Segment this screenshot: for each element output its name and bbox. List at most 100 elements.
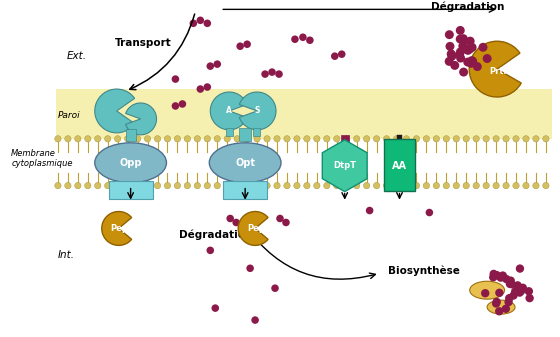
Circle shape bbox=[505, 294, 514, 302]
Circle shape bbox=[291, 35, 298, 43]
Circle shape bbox=[254, 182, 260, 189]
Circle shape bbox=[466, 37, 475, 45]
Circle shape bbox=[314, 182, 320, 189]
Circle shape bbox=[459, 34, 468, 43]
Circle shape bbox=[459, 68, 468, 76]
Circle shape bbox=[473, 135, 479, 142]
Circle shape bbox=[197, 17, 204, 24]
Circle shape bbox=[234, 135, 240, 142]
Bar bbox=[396, 135, 403, 151]
Circle shape bbox=[473, 62, 482, 71]
Text: A: A bbox=[226, 106, 232, 116]
Text: Pep: Pep bbox=[111, 224, 129, 233]
Circle shape bbox=[363, 135, 370, 142]
Circle shape bbox=[523, 135, 529, 142]
Circle shape bbox=[144, 135, 151, 142]
Circle shape bbox=[403, 182, 410, 189]
Circle shape bbox=[463, 135, 469, 142]
Circle shape bbox=[236, 42, 244, 50]
Circle shape bbox=[284, 182, 290, 189]
Circle shape bbox=[212, 304, 219, 312]
Circle shape bbox=[213, 60, 221, 68]
Circle shape bbox=[275, 70, 283, 78]
Circle shape bbox=[456, 48, 465, 56]
Circle shape bbox=[134, 135, 141, 142]
Bar bbox=[340, 135, 349, 149]
Circle shape bbox=[254, 135, 260, 142]
Circle shape bbox=[190, 20, 197, 27]
Circle shape bbox=[374, 182, 380, 189]
Circle shape bbox=[232, 219, 240, 226]
Circle shape bbox=[450, 61, 459, 70]
Circle shape bbox=[468, 56, 477, 65]
Circle shape bbox=[95, 135, 101, 142]
Circle shape bbox=[483, 54, 492, 63]
Circle shape bbox=[497, 273, 505, 282]
Text: Int.: Int. bbox=[58, 250, 75, 261]
Circle shape bbox=[384, 182, 390, 189]
Text: Paroi: Paroi bbox=[58, 112, 81, 120]
Wedge shape bbox=[95, 89, 134, 133]
Wedge shape bbox=[102, 212, 132, 245]
Circle shape bbox=[456, 26, 465, 35]
Circle shape bbox=[244, 40, 251, 48]
Circle shape bbox=[155, 135, 161, 142]
Text: Opp: Opp bbox=[119, 158, 142, 168]
Circle shape bbox=[493, 182, 500, 189]
Circle shape bbox=[495, 288, 503, 297]
Circle shape bbox=[533, 182, 539, 189]
Circle shape bbox=[105, 135, 111, 142]
Circle shape bbox=[489, 273, 497, 281]
Wedge shape bbox=[238, 212, 268, 245]
Circle shape bbox=[433, 182, 440, 189]
Circle shape bbox=[468, 43, 477, 52]
Circle shape bbox=[207, 62, 214, 70]
Circle shape bbox=[523, 182, 529, 189]
Circle shape bbox=[174, 182, 181, 189]
Circle shape bbox=[214, 135, 221, 142]
Circle shape bbox=[274, 182, 280, 189]
Circle shape bbox=[507, 280, 516, 288]
Circle shape bbox=[463, 45, 472, 54]
Bar bbox=[125, 129, 136, 141]
Circle shape bbox=[184, 135, 190, 142]
Circle shape bbox=[453, 182, 459, 189]
Circle shape bbox=[483, 182, 489, 189]
Circle shape bbox=[517, 287, 525, 295]
Circle shape bbox=[543, 135, 549, 142]
Ellipse shape bbox=[487, 300, 515, 314]
Circle shape bbox=[124, 182, 131, 189]
Circle shape bbox=[447, 50, 456, 58]
Circle shape bbox=[426, 209, 433, 216]
Circle shape bbox=[492, 298, 501, 306]
Circle shape bbox=[465, 45, 474, 54]
Circle shape bbox=[513, 182, 519, 189]
Circle shape bbox=[207, 247, 214, 254]
Circle shape bbox=[306, 36, 314, 44]
Circle shape bbox=[124, 135, 131, 142]
Circle shape bbox=[507, 276, 515, 285]
Circle shape bbox=[134, 182, 141, 189]
Ellipse shape bbox=[470, 281, 505, 299]
Circle shape bbox=[516, 288, 524, 297]
Bar bbox=[384, 139, 416, 191]
Text: S: S bbox=[254, 106, 260, 116]
Circle shape bbox=[85, 135, 91, 142]
Circle shape bbox=[502, 275, 511, 283]
Circle shape bbox=[203, 20, 211, 27]
Circle shape bbox=[453, 135, 459, 142]
Bar bbox=[109, 181, 152, 198]
Circle shape bbox=[463, 58, 472, 66]
Circle shape bbox=[244, 135, 250, 142]
Circle shape bbox=[224, 182, 230, 189]
Circle shape bbox=[514, 281, 522, 289]
Circle shape bbox=[294, 182, 300, 189]
Text: Dégradation: Dégradation bbox=[179, 229, 252, 240]
Ellipse shape bbox=[95, 143, 166, 183]
Circle shape bbox=[105, 182, 111, 189]
Text: Pep: Pep bbox=[247, 224, 265, 233]
Circle shape bbox=[433, 135, 440, 142]
Circle shape bbox=[194, 135, 200, 142]
Circle shape bbox=[264, 135, 270, 142]
Circle shape bbox=[492, 299, 500, 308]
